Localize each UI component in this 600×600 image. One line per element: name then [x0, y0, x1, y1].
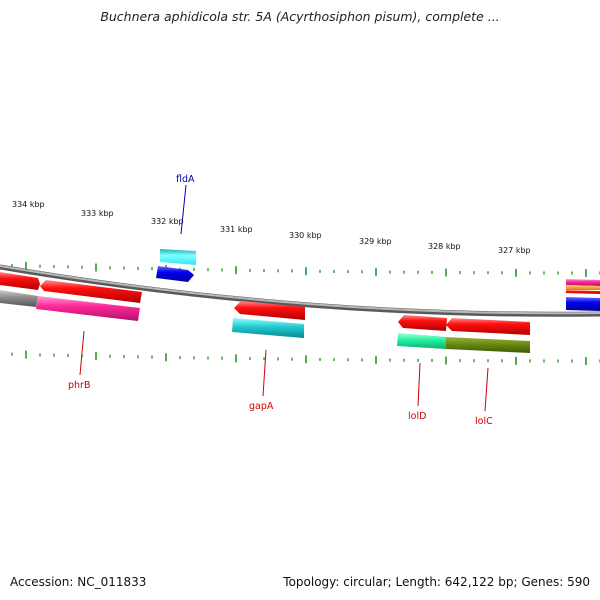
feature-lolC-olive[interactable]: [446, 337, 530, 353]
leader-lolD: [417, 362, 421, 407]
scale-label-329kbp: 329 kbp: [359, 237, 392, 246]
inner-scale-ticks: [11, 350, 600, 365]
gene-label-phrB[interactable]: phrB: [68, 380, 90, 391]
feature-fldA-cyan[interactable]: [160, 249, 196, 265]
feature-right-magenta[interactable]: [566, 279, 600, 286]
scale-labels: 334 kbp 333 kbp 332 kbp 331 kbp 330 kbp …: [12, 200, 531, 255]
gene-label-lolD[interactable]: lolD: [408, 411, 426, 422]
feature-grey-left[interactable]: [0, 290, 38, 307]
cds-left-partial[interactable]: [0, 272, 40, 290]
cds-gapA[interactable]: [234, 301, 305, 320]
gene-label-leaders: [79, 184, 489, 412]
genome-backbone: [0, 264, 600, 317]
cds-phrB[interactable]: [40, 280, 142, 303]
scale-label-327kbp: 327 kbp: [498, 246, 531, 255]
scale-label-334kbp: 334 kbp: [12, 200, 45, 209]
leader-phrB: [79, 330, 85, 376]
gene-label-lolC[interactable]: lolC: [475, 416, 493, 427]
accession-text: Accession: NC_011833: [10, 575, 147, 589]
feature-right-orange[interactable]: [566, 285, 600, 290]
gene-label-fldA[interactable]: fldA: [176, 174, 195, 185]
gene-labels: fldA phrB gapA lolD lolC: [68, 174, 493, 427]
scale-label-333kbp: 333 kbp: [81, 209, 114, 218]
gene-features: [0, 249, 600, 353]
scale-label-328kbp: 328 kbp: [428, 242, 461, 251]
cds-lolD[interactable]: [398, 315, 447, 331]
leader-fldA: [180, 184, 187, 235]
feature-right-red[interactable]: [566, 290, 600, 294]
genome-stats-text: Topology: circular; Length: 642,122 bp; …: [283, 575, 590, 589]
scale-label-330kbp: 330 kbp: [289, 231, 322, 240]
feature-lolD-green[interactable]: [397, 333, 447, 349]
scale-label-331kbp: 331 kbp: [220, 225, 253, 234]
gene-label-gapA[interactable]: gapA: [249, 401, 274, 412]
feature-fldA-blue[interactable]: [156, 266, 194, 282]
feature-phrB[interactable]: [36, 296, 140, 321]
leader-gapA: [262, 349, 267, 397]
cds-lolC[interactable]: [446, 318, 530, 335]
outer-scale-ticks: [11, 261, 600, 277]
leader-lolC: [484, 367, 489, 412]
genome-title: Buchnera aphidicola str. 5A (Acyrthosiph…: [100, 9, 500, 24]
feature-gapA-cyan[interactable]: [232, 318, 304, 338]
feature-right-blue[interactable]: [566, 297, 600, 311]
scale-label-332kbp: 332 kbp: [151, 217, 184, 226]
